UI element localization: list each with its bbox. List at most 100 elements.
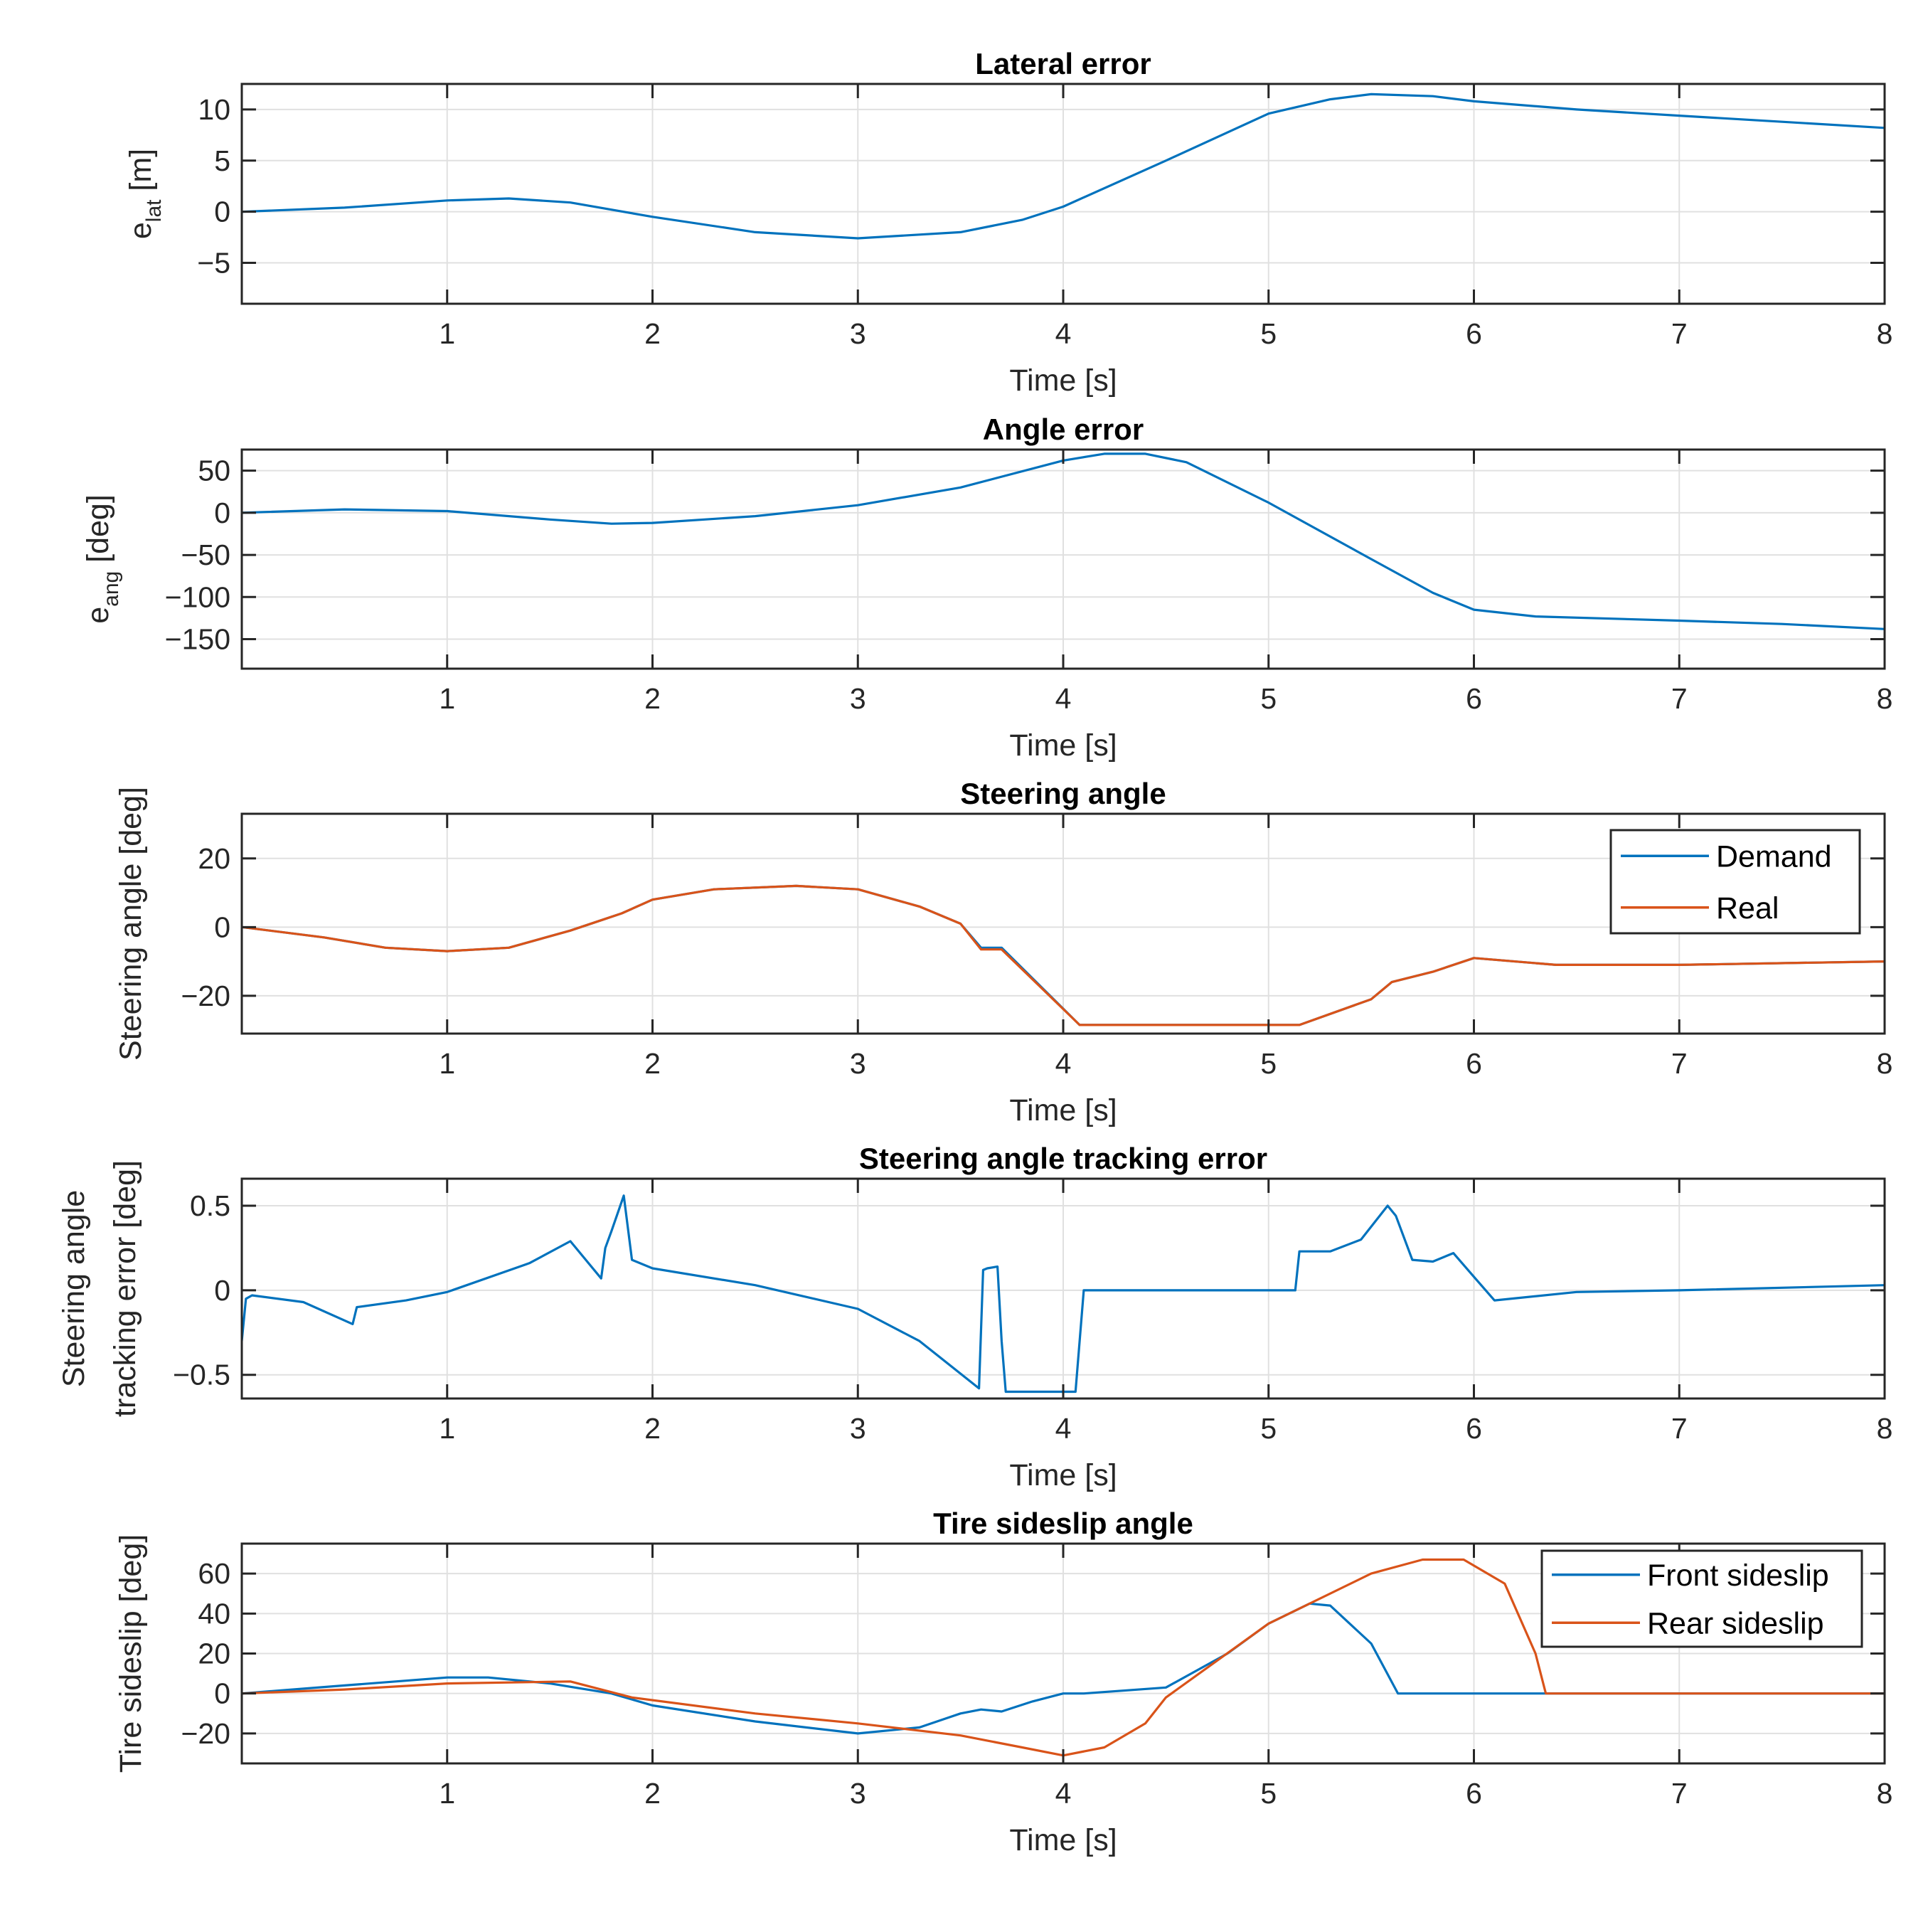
chart-title: Steering angle bbox=[960, 777, 1166, 810]
legend-label: Real bbox=[1716, 891, 1779, 925]
x-tick-label: 3 bbox=[850, 1047, 866, 1080]
series-line-front-sideslip bbox=[242, 1602, 1885, 1735]
series-line-real bbox=[242, 884, 1885, 1026]
y-axis-label-subscript: lat bbox=[142, 199, 166, 222]
x-tick-label: 4 bbox=[1055, 1412, 1072, 1445]
y-tick-label: −100 bbox=[165, 580, 230, 613]
x-tick-label: 8 bbox=[1877, 1412, 1893, 1445]
chart-title: Lateral error bbox=[975, 47, 1151, 80]
y-tick-label: 60 bbox=[198, 1557, 230, 1590]
x-tick-label: 1 bbox=[439, 1777, 455, 1810]
legend: Front sideslip Rear sideslip bbox=[1540, 1549, 1863, 1648]
series-line-rear-sideslip bbox=[242, 1558, 1885, 1757]
y-tick-label: 10 bbox=[198, 93, 230, 126]
x-tick-label: 3 bbox=[850, 1777, 866, 1810]
x-tick-label: 4 bbox=[1055, 1047, 1072, 1080]
y-axis-label: Tire sideslip [deg] bbox=[114, 1534, 148, 1773]
chart-title: Angle error bbox=[983, 413, 1144, 446]
legend: Demand Real bbox=[1609, 829, 1861, 935]
chart-panel-5: 1 2 3 4 5 6 7 8 −20 0 20 40 60 Tire sideslip angle Tim… bbox=[114, 1507, 1892, 1857]
y-tick-label: 0 bbox=[214, 1274, 230, 1307]
x-tick-label: 4 bbox=[1055, 682, 1072, 715]
legend-label: Demand bbox=[1716, 839, 1832, 874]
x-tick-label: 2 bbox=[644, 1047, 661, 1080]
x-tick-label: 2 bbox=[644, 682, 661, 715]
x-tick-label: 6 bbox=[1466, 1777, 1482, 1810]
x-tick-label: 6 bbox=[1466, 1412, 1482, 1445]
x-tick-label: 3 bbox=[850, 317, 866, 350]
chart-panel-4: 1 2 3 4 5 6 7 8 −0.5 0 0.5 Steering angle tracking … bbox=[57, 1142, 1892, 1492]
y-axis-label-main: e bbox=[81, 607, 115, 624]
legend-box bbox=[1609, 829, 1861, 935]
series-line-e-lat bbox=[242, 92, 1885, 240]
series-line-e-ang bbox=[242, 452, 1885, 630]
x-tick-label: 3 bbox=[850, 1412, 866, 1445]
chart-title: Steering angle tracking error bbox=[859, 1142, 1267, 1175]
y-tick-label: −150 bbox=[165, 623, 230, 656]
y-axis-label: Steering angle [deg] bbox=[114, 787, 148, 1061]
x-tick-label: 4 bbox=[1055, 317, 1072, 350]
legend-label: Front sideslip bbox=[1647, 1559, 1829, 1593]
y-axis-label-line2: tracking error [deg] bbox=[108, 1160, 142, 1417]
series-line-tracking-error bbox=[242, 1194, 1885, 1394]
y-tick-label: 20 bbox=[198, 1638, 230, 1670]
x-tick-label: 5 bbox=[1260, 1777, 1277, 1810]
x-tick-label: 1 bbox=[439, 317, 455, 350]
x-tick-label: 5 bbox=[1260, 1412, 1277, 1445]
x-tick-label: 8 bbox=[1877, 317, 1893, 350]
x-tick-label: 7 bbox=[1671, 1777, 1688, 1810]
x-tick-label: 7 bbox=[1671, 1412, 1688, 1445]
x-tick-label: 4 bbox=[1055, 1777, 1072, 1810]
x-tick-label: 3 bbox=[850, 682, 866, 715]
y-tick-label: 0 bbox=[214, 497, 230, 529]
y-tick-label: 20 bbox=[198, 842, 230, 875]
x-tick-label: 5 bbox=[1260, 682, 1277, 715]
y-tick-label: 50 bbox=[198, 455, 230, 487]
x-tick-label: 1 bbox=[439, 1047, 455, 1080]
x-axis-label: Time [s] bbox=[1009, 728, 1117, 763]
x-tick-label: 8 bbox=[1877, 1047, 1893, 1080]
x-tick-label: 7 bbox=[1671, 317, 1688, 350]
legend-label: Rear sideslip bbox=[1647, 1606, 1824, 1640]
y-axis-label-main: e bbox=[124, 222, 158, 239]
y-tick-label: −0.5 bbox=[173, 1359, 230, 1391]
y-tick-label: −20 bbox=[181, 1717, 230, 1750]
x-tick-label: 1 bbox=[439, 682, 455, 715]
x-axis-label: Time [s] bbox=[1009, 1093, 1117, 1127]
legend-box bbox=[1540, 1549, 1863, 1648]
chart-panel-3: 1 2 3 4 5 6 7 8 −20 0 20 Steering angle Time [s] Stee… bbox=[114, 777, 1892, 1127]
y-axis-label: eang [deg] bbox=[81, 494, 123, 624]
y-tick-label: −50 bbox=[181, 538, 230, 571]
y-tick-label: 40 bbox=[198, 1597, 230, 1630]
y-tick-label: 0.5 bbox=[190, 1189, 230, 1222]
y-axis-label-unit: [m] bbox=[124, 149, 158, 200]
y-tick-label: 0 bbox=[214, 1677, 230, 1710]
y-tick-label: 5 bbox=[214, 144, 230, 177]
x-axis-label: Time [s] bbox=[1009, 1458, 1117, 1492]
y-tick-label: 0 bbox=[214, 911, 230, 943]
x-tick-label: 8 bbox=[1877, 1777, 1893, 1810]
x-tick-label: 6 bbox=[1466, 1047, 1482, 1080]
x-tick-label: 2 bbox=[644, 1412, 661, 1445]
x-tick-label: 5 bbox=[1260, 317, 1277, 350]
x-axis-label: Time [s] bbox=[1009, 363, 1117, 398]
y-axis-label-unit: [deg] bbox=[81, 494, 115, 571]
x-tick-label: 7 bbox=[1671, 682, 1688, 715]
y-axis-label-subscript: ang bbox=[100, 571, 123, 607]
x-tick-label: 2 bbox=[644, 1777, 661, 1810]
x-tick-label: 6 bbox=[1466, 317, 1482, 350]
x-tick-label: 7 bbox=[1671, 1047, 1688, 1080]
x-tick-label: 8 bbox=[1877, 682, 1893, 715]
y-axis-label: elat [m] bbox=[124, 149, 166, 239]
x-tick-label: 6 bbox=[1466, 682, 1482, 715]
y-tick-label: 0 bbox=[214, 196, 230, 228]
x-axis-label: Time [s] bbox=[1009, 1823, 1117, 1857]
x-tick-label: 1 bbox=[439, 1412, 455, 1445]
y-axis-label: Steering angle bbox=[57, 1190, 91, 1387]
y-tick-label: −5 bbox=[197, 247, 230, 280]
chart-panel-2: 1 2 3 4 5 6 7 8 −150 −100 −50 0 50 Angle error Time [s… bbox=[81, 413, 1892, 763]
x-tick-label: 2 bbox=[644, 317, 661, 350]
chart-panel-1: 1 2 3 4 5 6 7 8 −5 0 5 10 Lateral error Time [s] elat … bbox=[124, 47, 1892, 398]
chart-title: Tire sideslip angle bbox=[933, 1507, 1193, 1540]
